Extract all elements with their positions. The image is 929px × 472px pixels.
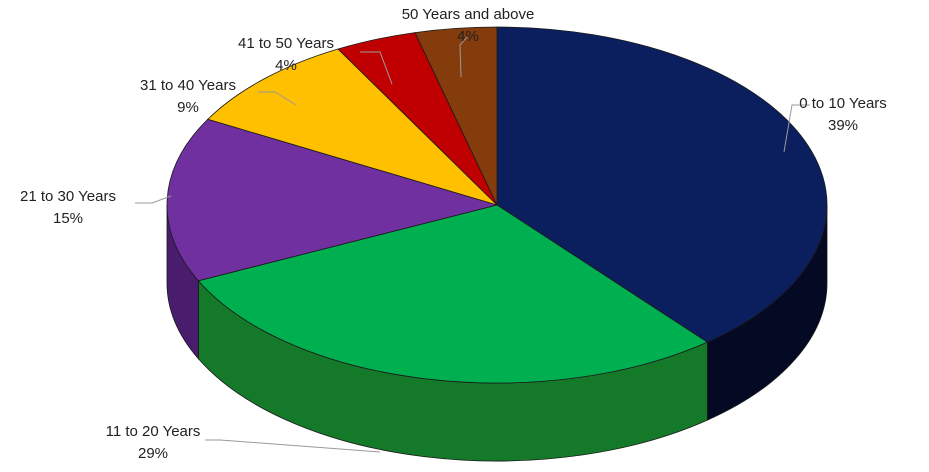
slice-label-2: 11 to 20 Years [106,423,201,440]
slice-label-6: 50 Years and above [402,6,535,23]
slice-label-4: 31 to 40 Years [140,77,236,94]
pie-slice-3 [166,118,499,282]
slice-label-3: 21 to 30 Years [20,188,116,205]
slice-percent-2: 29% [138,445,168,462]
slice-label-1: 0 to 10 Years [799,95,887,112]
pie-slice-1 [496,26,828,343]
leader-line-1 [783,104,810,153]
slice-percent-4: 9% [177,99,199,116]
slice-labels: 0 to 10 Years 39% 11 to 20 Years 29% 21 to 3… [20,6,887,462]
slice-percent-6: 4% [457,28,479,45]
leader-line-6 [459,35,469,78]
leader-line-3 [135,195,172,204]
pie-slice-2 [197,204,709,384]
pie-sides [166,204,828,462]
pie-slice-6 [414,26,498,206]
leader-line-4 [258,91,297,106]
leader-line-2 [205,439,381,453]
slice-percent-3: 15% [53,210,83,227]
slice-percent-1: 39% [828,117,858,134]
leader-lines [135,35,810,453]
slice-percent-5: 4% [275,57,297,74]
pie-slices [166,26,828,384]
slice-label-5: 41 to 50 Years [238,35,334,52]
pie-slice-4 [207,48,498,206]
leader-line-5 [360,51,393,85]
